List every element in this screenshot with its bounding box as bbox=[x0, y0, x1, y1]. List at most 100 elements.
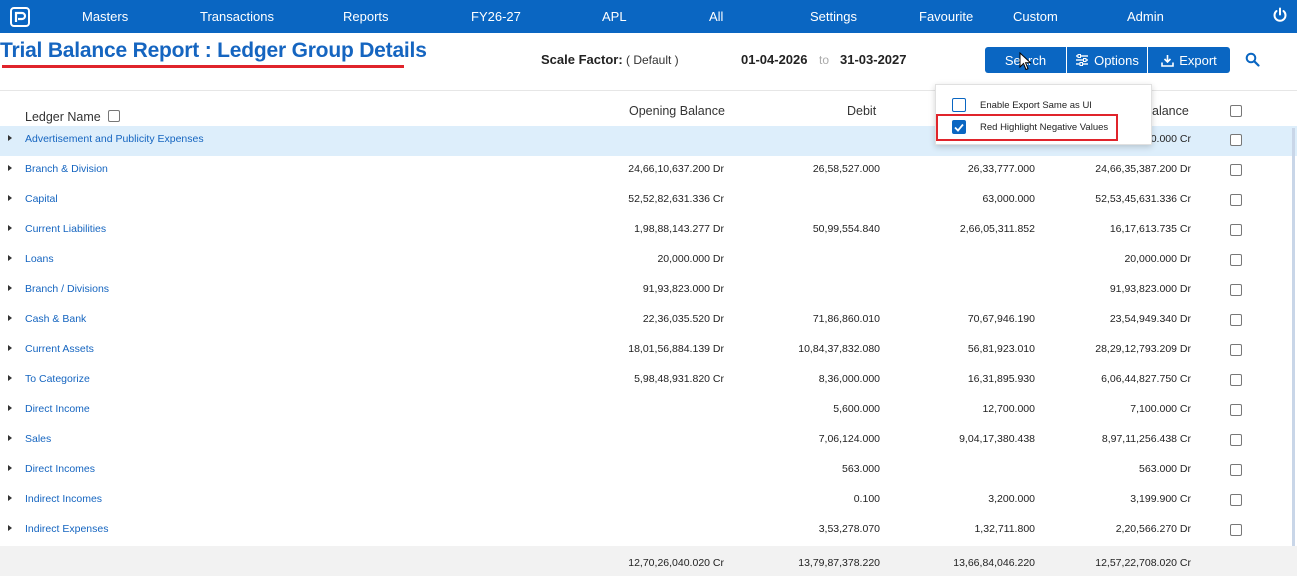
expand-caret-icon[interactable] bbox=[8, 495, 12, 501]
row-checkbox[interactable] bbox=[1230, 284, 1242, 296]
ledger-group-link[interactable]: Branch & Division bbox=[25, 163, 108, 175]
expand-caret-icon[interactable] bbox=[8, 315, 12, 321]
top-nav-bar: Masters Transactions Reports FY26-27 APL… bbox=[0, 0, 1297, 33]
date-from-field[interactable]: 01-04-2026 bbox=[741, 52, 808, 67]
ledger-group-link[interactable]: Direct Income bbox=[25, 403, 90, 415]
table-row[interactable]: Direct Income 5,600.000 12,700.000 7,100.00… bbox=[0, 396, 1297, 426]
expand-caret-icon[interactable] bbox=[8, 195, 12, 201]
options-button[interactable]: Options bbox=[1067, 47, 1147, 73]
table-row[interactable]: Indirect Incomes 0.100 3,200.000 3,199.900 … bbox=[0, 486, 1297, 516]
download-icon bbox=[1161, 54, 1175, 67]
nav-settings[interactable]: Settings bbox=[810, 9, 857, 24]
closing-balance-cell: 20,000.000 Dr bbox=[1124, 253, 1191, 265]
table-row[interactable]: Indirect Expenses 3,53,278.070 1,32,711.80… bbox=[0, 516, 1297, 546]
expand-caret-icon[interactable] bbox=[8, 405, 12, 411]
closing-balance-cell: 6,06,44,827.750 Cr bbox=[1101, 373, 1191, 385]
highlight-annotation-box bbox=[936, 114, 1118, 141]
scale-factor-value[interactable]: ( Default ) bbox=[626, 53, 679, 67]
table-row[interactable]: Direct Incomes 563.000 563.000 Dr bbox=[0, 456, 1297, 486]
app-logo-icon[interactable] bbox=[10, 7, 30, 27]
power-icon[interactable] bbox=[1272, 7, 1288, 23]
date-to-field[interactable]: 31-03-2027 bbox=[840, 52, 907, 67]
option-red-highlight-negative[interactable]: Red Highlight Negative Values bbox=[952, 120, 1108, 134]
nav-fiscal-year[interactable]: FY26-27 bbox=[471, 9, 521, 24]
ledger-group-link[interactable]: Sales bbox=[25, 433, 52, 445]
table-row[interactable]: Loans 20,000.000 Dr 20,000.000 Dr bbox=[0, 246, 1297, 276]
row-checkbox[interactable] bbox=[1230, 404, 1242, 416]
options-button-label: Options bbox=[1094, 52, 1139, 68]
nav-custom[interactable]: Custom bbox=[1013, 9, 1058, 24]
ledger-group-link[interactable]: Advertisement and Publicity Expenses bbox=[25, 133, 204, 145]
opening-balance-cell: 1,98,88,143.277 Dr bbox=[634, 223, 724, 235]
ledger-group-link[interactable]: Direct Incomes bbox=[25, 463, 96, 475]
row-checkbox[interactable] bbox=[1230, 164, 1242, 176]
ledger-group-link[interactable]: Indirect Incomes bbox=[25, 493, 103, 505]
search-icon[interactable] bbox=[1245, 52, 1260, 67]
red-highlight-checkbox[interactable] bbox=[952, 120, 966, 134]
table-row[interactable]: Sales 7,06,124.000 9,04,17,380.438 8,97,11,… bbox=[0, 426, 1297, 456]
export-same-checkbox[interactable] bbox=[952, 98, 966, 112]
expand-caret-icon[interactable] bbox=[8, 525, 12, 531]
expand-caret-icon[interactable] bbox=[8, 225, 12, 231]
row-checkbox[interactable] bbox=[1230, 524, 1242, 536]
nav-reports[interactable]: Reports bbox=[343, 9, 389, 24]
nav-masters[interactable]: Masters bbox=[82, 9, 129, 24]
col-ledger-name[interactable]: Ledger Name bbox=[25, 110, 101, 124]
ledger-group-link[interactable]: To Categorize bbox=[25, 373, 90, 385]
expand-caret-icon[interactable] bbox=[8, 165, 12, 171]
row-checkbox[interactable] bbox=[1230, 464, 1242, 476]
table-row[interactable]: Current Liabilities 1,98,88,143.277 Dr 50,… bbox=[0, 216, 1297, 246]
opening-balance-cell: 18,01,56,884.139 Dr bbox=[628, 343, 724, 355]
opening-balance-cell: 5,98,48,931.820 Cr bbox=[634, 373, 724, 385]
debit-cell: 50,99,554.840 bbox=[812, 223, 880, 235]
col-closing-balance[interactable]: alance bbox=[1152, 104, 1189, 118]
row-checkbox[interactable] bbox=[1230, 374, 1242, 386]
nav-transactions[interactable]: Transactions bbox=[200, 9, 274, 24]
expand-caret-icon[interactable] bbox=[8, 465, 12, 471]
expand-caret-icon[interactable] bbox=[8, 135, 12, 141]
expand-caret-icon[interactable] bbox=[8, 345, 12, 351]
table-row[interactable]: To Categorize 5,98,48,931.820 Cr 8,36,000.… bbox=[0, 366, 1297, 396]
row-checkbox[interactable] bbox=[1230, 254, 1242, 266]
ledger-group-link[interactable]: Loans bbox=[25, 253, 54, 265]
ledger-group-link[interactable]: Current Assets bbox=[25, 343, 94, 355]
expand-caret-icon[interactable] bbox=[8, 435, 12, 441]
table-row[interactable]: Branch / Divisions 91,93,823.000 Dr 91,93,… bbox=[0, 276, 1297, 306]
table-row[interactable]: Current Assets 18,01,56,884.139 Dr 10,84,3… bbox=[0, 336, 1297, 366]
row-checkbox[interactable] bbox=[1230, 494, 1242, 506]
ledger-group-link[interactable]: Cash & Bank bbox=[25, 313, 87, 325]
sliders-icon bbox=[1076, 54, 1089, 66]
ledger-group-link[interactable]: Branch / Divisions bbox=[25, 283, 110, 295]
col-opening-balance[interactable]: Opening Balance bbox=[629, 104, 725, 118]
row-checkbox[interactable] bbox=[1230, 194, 1242, 206]
expand-caret-icon[interactable] bbox=[8, 375, 12, 381]
nav-company[interactable]: APL bbox=[602, 9, 627, 24]
row-checkbox[interactable] bbox=[1230, 314, 1242, 326]
col-debit[interactable]: Debit bbox=[847, 104, 877, 118]
export-button[interactable]: Export bbox=[1148, 47, 1230, 73]
ledger-group-link[interactable]: Capital bbox=[25, 193, 58, 205]
row-checkbox[interactable] bbox=[1230, 224, 1242, 236]
table-row[interactable]: Cash & Bank 22,36,035.520 Dr 71,86,860.010… bbox=[0, 306, 1297, 336]
nav-branch-all[interactable]: All bbox=[709, 9, 724, 24]
total-closing: 12,57,22,708.020 Cr bbox=[1095, 557, 1191, 569]
option-enable-export-same-as-ui[interactable]: Enable Export Same as UI bbox=[952, 98, 1092, 112]
total-opening: 12,70,26,040.020 Cr bbox=[628, 557, 724, 569]
expand-caret-icon[interactable] bbox=[8, 285, 12, 291]
row-checkbox[interactable] bbox=[1230, 134, 1242, 146]
scrollbar[interactable] bbox=[1292, 128, 1295, 546]
date-range-separator: to bbox=[819, 53, 830, 67]
ledger-group-link[interactable]: Indirect Expenses bbox=[25, 523, 109, 535]
row-checkbox[interactable] bbox=[1230, 434, 1242, 446]
debit-cell: 5,600.000 bbox=[833, 403, 880, 415]
row-checkbox[interactable] bbox=[1230, 344, 1242, 356]
nav-favourite[interactable]: Favourite bbox=[919, 9, 974, 24]
select-all-checkbox[interactable] bbox=[1230, 105, 1242, 117]
nav-admin[interactable]: Admin bbox=[1127, 9, 1164, 24]
header-divider bbox=[0, 90, 1297, 91]
table-row[interactable]: Branch & Division 24,66,10,637.200 Dr 26,5… bbox=[0, 156, 1297, 186]
expand-caret-icon[interactable] bbox=[8, 255, 12, 261]
table-row[interactable]: Capital 52,52,82,631.336 Cr 63,000.000 52,5… bbox=[0, 186, 1297, 216]
ledger-group-link[interactable]: Current Liabilities bbox=[25, 223, 107, 235]
ledger-name-checkbox[interactable] bbox=[108, 110, 120, 122]
